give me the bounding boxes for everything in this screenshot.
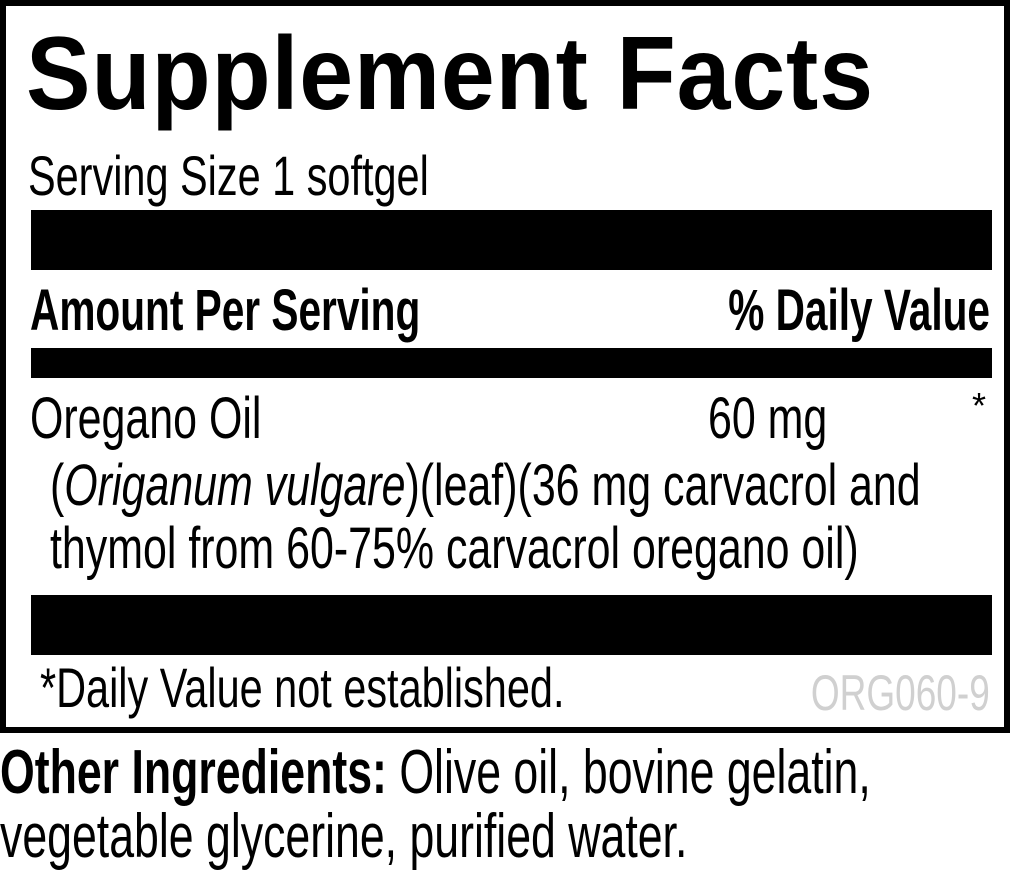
desc-line1: (Origanum vulgare)(leaf)(36 mg carvacrol… [50, 457, 921, 515]
ingredient-description-line1: (Origanum vulgare)(leaf)(36 mg carvacrol… [50, 457, 1024, 515]
serving-size-text: Serving Size 1 softgel [28, 144, 429, 207]
ingredient-amount: 60 mg [708, 390, 869, 448]
other-ingredients-line2: vegetable glycerine, purified water. [0, 806, 955, 868]
other-ingredients-list2: vegetable glycerine, purified water. [0, 802, 688, 871]
other-ingredients-line1: Other Ingredients: Olive oil, bovine gel… [0, 742, 1024, 804]
ingredient-amount-text: 60 mg [708, 386, 828, 451]
divider-bar-thick [31, 210, 992, 270]
product-code: ORG060-9 [748, 668, 990, 718]
ingredient-name-text: Oregano Oil [30, 386, 262, 451]
title-text: Supplement Facts [26, 16, 874, 132]
desc-line2: thymol from 60-75% carvacrol oregano oil… [50, 516, 859, 581]
footnote-text: *Daily Value not established. [40, 656, 565, 719]
daily-value-header: % Daily Value [616, 282, 990, 340]
desc-open: ( [50, 453, 65, 518]
supplement-facts-panel [0, 0, 1010, 733]
ingredient-dv: * [972, 385, 987, 426]
amount-per-serving-header: Amount Per Serving [30, 282, 588, 340]
divider-bar-medium [31, 348, 992, 378]
panel-title: Supplement Facts [26, 22, 938, 126]
other-ingredients-list1: Olive oil, bovine gelatin, [386, 738, 871, 807]
desc-rest: )(leaf)(36 mg carvacrol and [405, 453, 921, 518]
ingredient-description-line2: thymol from 60-75% carvacrol oregano oil… [50, 520, 1024, 578]
other-ingredients-label: Other Ingredients: [0, 738, 387, 807]
amount-header-text: Amount Per Serving [30, 278, 421, 343]
footnote: *Daily Value not established. [40, 660, 749, 716]
divider-bar-bottom [31, 595, 992, 655]
other-ingredients-text1: Other Ingredients: Olive oil, bovine gel… [0, 742, 871, 804]
ingredient-name: Oregano Oil [30, 390, 343, 448]
latin-name: Origanum vulgare [64, 453, 406, 518]
dv-header-text: % Daily Value [728, 278, 990, 343]
serving-size: Serving Size 1 softgel [28, 148, 570, 204]
product-code-text: ORG060-9 [811, 665, 990, 721]
